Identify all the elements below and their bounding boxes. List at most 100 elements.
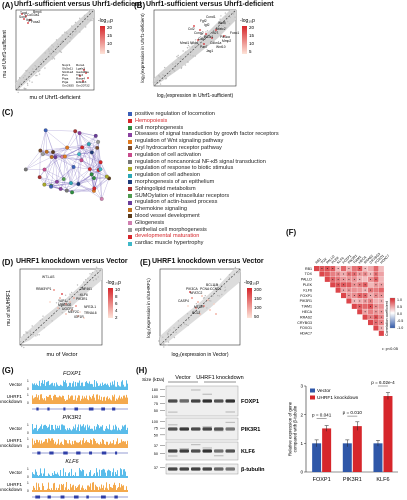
heatmap-cell — [357, 309, 363, 315]
methylation-bar — [107, 428, 108, 434]
network-node — [69, 181, 73, 185]
gene-label: Wnt10 — [216, 45, 226, 49]
significant-point — [199, 29, 201, 31]
methylation-bar — [49, 474, 50, 478]
methylation-bar — [97, 383, 98, 390]
methylation-bar — [43, 399, 44, 404]
protein-band — [168, 427, 178, 431]
methylation-bar — [90, 428, 91, 434]
heatmap-cell — [373, 298, 379, 304]
methylation-bar — [59, 444, 60, 448]
methylation-bar — [106, 384, 107, 390]
network-node — [23, 167, 28, 172]
scatter-point — [84, 288, 86, 291]
methylation-bar — [78, 382, 79, 390]
methylation-bar — [87, 485, 88, 492]
significant-point — [65, 313, 67, 315]
scatter-point — [158, 74, 160, 77]
scatter-point — [72, 33, 74, 35]
panel-a-ylabel: mu of Uhrf1-sufficient — [2, 30, 8, 78]
scatter-point — [52, 314, 54, 316]
methylation-bar — [111, 443, 112, 448]
panel-f-letter: (F) — [286, 228, 297, 237]
methylation-bar — [33, 384, 34, 390]
methylation-bar — [114, 429, 115, 434]
methylation-bar — [85, 425, 86, 434]
scatter-point — [186, 313, 189, 315]
heatmap-row-label: RB1 — [305, 267, 312, 271]
methylation-bar — [42, 428, 43, 434]
methylation-bar — [56, 428, 57, 434]
scatter-point — [194, 55, 196, 57]
significance-dot — [359, 278, 361, 280]
methylation-bar — [110, 429, 111, 434]
scatter-point — [89, 273, 91, 275]
methylation-bar — [108, 429, 109, 434]
methylation-bar — [101, 443, 102, 448]
significance-dot — [343, 278, 345, 280]
significance-dot — [370, 300, 372, 302]
methylation-bar — [95, 440, 96, 448]
scatter-point — [206, 307, 208, 309]
panel-e-title: UHRF1 knockdown versus Vector — [152, 258, 264, 265]
scatter-point — [227, 20, 229, 23]
network-node — [49, 155, 54, 159]
heatmap-row-label: TIAM1 — [301, 305, 312, 309]
track-scale-max: 1 — [27, 437, 29, 441]
exon-block — [49, 451, 54, 455]
methylation-bar — [56, 474, 57, 478]
protein-band — [202, 399, 212, 403]
scatter-point — [25, 70, 27, 72]
significance-dot — [353, 295, 355, 297]
methylation-bar — [54, 430, 55, 434]
methylation-bar — [58, 474, 59, 478]
methylation-bar — [111, 476, 112, 478]
methylation-bar — [89, 486, 90, 492]
scatter-point — [218, 23, 220, 25]
scatter-point — [198, 311, 200, 314]
scatter-point — [177, 320, 180, 322]
heatmap-col-label: TIAM1 — [352, 255, 362, 265]
methylation-bar — [68, 429, 69, 434]
methylation-bar — [99, 428, 100, 434]
methylation-bar — [48, 482, 49, 492]
exon-block — [63, 451, 68, 455]
bar-vector — [342, 443, 352, 472]
gene-label: WT1-AS — [42, 275, 55, 279]
go-term-item: cell morphogenesis — [128, 125, 183, 132]
methylation-bar — [119, 386, 120, 390]
category-label: KLF6 — [376, 477, 389, 483]
scatter-point — [233, 12, 235, 14]
scatter-point — [153, 85, 155, 87]
size-marker: 50 — [154, 433, 158, 437]
methylation-bar — [70, 429, 71, 434]
methylation-bar — [50, 384, 51, 390]
network-node — [64, 188, 69, 193]
significant-point — [23, 18, 25, 20]
methylation-bar — [60, 442, 61, 448]
methylation-bar — [71, 395, 72, 404]
methylation-bar — [44, 490, 45, 492]
heatmap-cell — [368, 266, 374, 272]
scatter-point — [175, 62, 177, 64]
exon-block — [114, 495, 118, 499]
heatmap-cell — [335, 287, 341, 293]
scatter-point — [219, 278, 222, 280]
scatter-point — [61, 312, 63, 314]
blot-membrane — [165, 417, 239, 441]
scatter-point — [181, 58, 183, 60]
network-node — [43, 128, 48, 133]
methylation-bar — [92, 428, 93, 434]
methylation-bar — [79, 441, 80, 448]
significant-point — [197, 39, 199, 41]
methylation-bar — [126, 429, 127, 434]
scatter-point — [199, 306, 201, 308]
scatter-point — [176, 55, 178, 58]
gene-label: CASP4 — [178, 299, 189, 303]
methylation-bar — [118, 443, 119, 448]
methylation-bar — [107, 488, 108, 492]
network-node — [38, 148, 43, 153]
scatter-point — [202, 297, 205, 299]
go-term-swatch — [128, 234, 132, 239]
